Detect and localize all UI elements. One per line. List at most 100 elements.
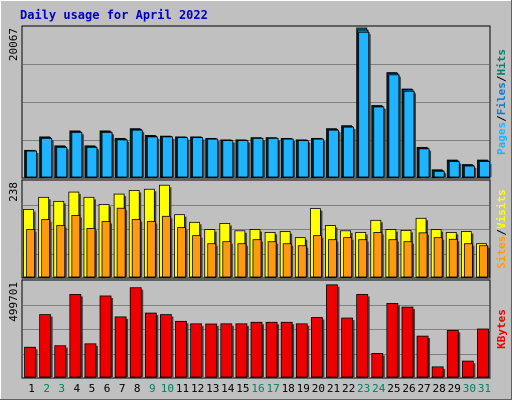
sites-bar-23-fill [358, 239, 368, 278]
pages-bar-12 [192, 137, 205, 178]
sites-bar-24-fill [373, 232, 383, 278]
middle-panel-bars [23, 184, 490, 278]
kbytes-bar-18 [280, 321, 295, 378]
panel-1-legend: Sites/Visits [495, 189, 508, 269]
pages-bar-2-fill [41, 137, 53, 178]
sites-bar-30 [463, 243, 475, 278]
pages-bar-14-fill [222, 140, 234, 178]
pages-bar-7 [116, 139, 130, 178]
pages-bar-6-fill [101, 132, 113, 178]
sites-bar-25 [388, 239, 399, 278]
kbytes-bar-12 [190, 323, 204, 378]
x-tick-label-27: 27 [417, 382, 430, 395]
sites-bar-16-fill [252, 239, 262, 278]
x-tick-label-2: 2 [43, 382, 50, 395]
kbytes-bar-2-fill [39, 314, 52, 378]
sites-bar-12 [192, 235, 203, 278]
pages-bar-26-fill [403, 90, 415, 178]
panel-2-ymax-label: 499701 [7, 282, 20, 322]
pages-bar-16-fill [252, 137, 264, 178]
sites-bar-19 [297, 245, 309, 278]
x-tick-label-15: 15 [236, 382, 249, 395]
pages-bar-1-fill [26, 150, 37, 178]
pages-bar-30 [463, 165, 477, 178]
pages-bar-25 [388, 74, 401, 178]
pages-bar-15 [237, 140, 250, 178]
kbytes-bar-22 [341, 317, 355, 378]
pages-bar-11-fill [177, 137, 188, 178]
x-tick-label-9: 9 [149, 382, 156, 395]
kbytes-bar-17-fill [265, 321, 278, 378]
sites-bar-20-fill [312, 235, 322, 278]
sites-bar-12-fill [192, 235, 202, 278]
kbytes-bar-3-fill [54, 345, 67, 378]
pages-bar-18-fill [282, 138, 294, 178]
x-tick-label-4: 4 [74, 382, 81, 395]
kbytes-bar-10-fill [160, 314, 172, 378]
pages-bar-9-fill [146, 136, 158, 178]
kbytes-bar-23 [356, 294, 370, 378]
kbytes-bar-28-fill [431, 366, 444, 378]
sites-bar-29 [448, 238, 460, 278]
pages-bar-14 [222, 140, 235, 178]
x-tick-label-18: 18 [282, 382, 295, 395]
sites-bar-6-fill [101, 221, 111, 278]
pages-bar-22-fill [343, 126, 354, 178]
pages-bar-13-fill [207, 138, 219, 178]
x-tick-label-8: 8 [134, 382, 141, 395]
legend-sites: Sites [495, 236, 508, 269]
kbytes-bar-17 [265, 321, 280, 378]
pages-bar-10 [162, 136, 175, 178]
sites-bar-9 [146, 221, 158, 278]
legend-visits: Visits [495, 189, 508, 229]
x-tick-label-20: 20 [312, 382, 325, 395]
pages-bar-18 [282, 138, 296, 178]
kbytes-bar-15 [235, 323, 249, 378]
pages-bar-4 [71, 132, 84, 178]
top-panel-bars [24, 27, 492, 178]
pages-bar-21-fill [328, 129, 339, 178]
kbytes-bar-13 [205, 323, 219, 378]
sites-bar-1 [26, 229, 37, 278]
kbytes-bar-9 [144, 312, 159, 378]
sites-bar-4 [71, 215, 82, 278]
sites-bar-24 [373, 232, 384, 278]
sites-bar-29-fill [448, 238, 458, 278]
chart-panels: 20067238499701Pages/Files/HitsSites/Visi… [7, 25, 508, 379]
pages-bar-23 [358, 31, 371, 178]
kbytes-bar-29 [446, 329, 461, 378]
sites-bar-16 [252, 239, 263, 278]
sites-bar-25-fill [388, 239, 398, 278]
sites-bar-7 [116, 207, 128, 278]
kbytes-bar-4-fill [69, 294, 82, 378]
kbytes-bar-20 [310, 317, 325, 378]
kbytes-bar-25 [386, 303, 400, 378]
kbytes-bar-16-fill [250, 321, 263, 378]
panel-2-legend: KBytes [495, 309, 508, 349]
sites-bar-5 [86, 227, 97, 278]
pages-bar-20 [312, 138, 326, 178]
kbytes-bar-28 [431, 366, 446, 378]
sites-bar-6 [101, 221, 113, 278]
kbytes-bar-11-fill [175, 320, 187, 378]
pages-bar-11 [177, 137, 190, 178]
kbytes-bar-16 [250, 321, 264, 378]
x-tick-label-13: 13 [206, 382, 219, 395]
pages-bar-16 [252, 137, 265, 178]
kbytes-bar-8-fill [129, 287, 142, 378]
pages-bar-20-fill [312, 138, 324, 178]
x-tick-label-6: 6 [104, 382, 111, 395]
x-tick-label-16: 16 [251, 382, 264, 395]
pages-bar-10-fill [162, 136, 173, 178]
kbytes-bar-20-fill [310, 317, 323, 378]
pages-bar-2 [41, 137, 54, 178]
pages-bar-31-fill [479, 161, 490, 178]
sites-bar-31-fill [479, 245, 488, 278]
panel-0-ymax-label: 20067 [7, 28, 20, 61]
kbytes-bar-15-fill [235, 323, 248, 378]
kbytes-bar-30-fill [461, 360, 474, 378]
kbytes-bar-25-fill [386, 303, 399, 378]
x-tick-label-17: 17 [266, 382, 279, 395]
sites-bar-17-fill [267, 241, 277, 278]
